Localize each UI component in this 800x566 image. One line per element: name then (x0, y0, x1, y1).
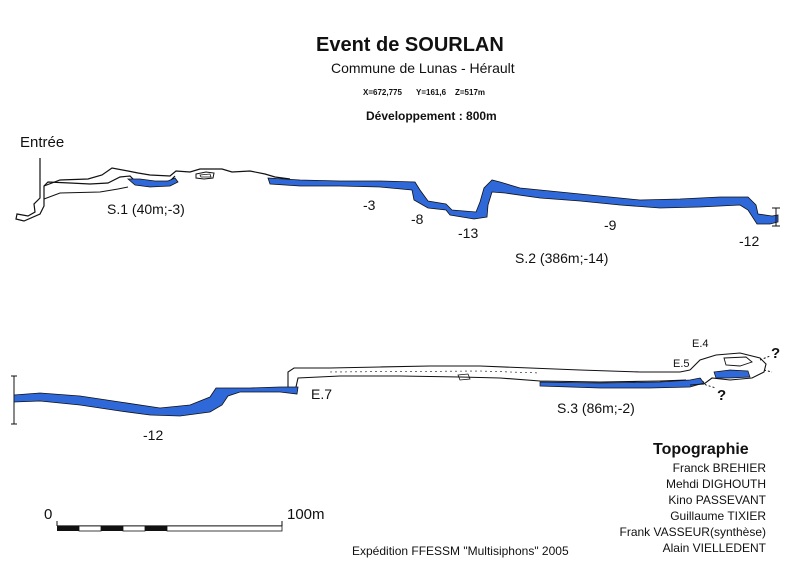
entry-e7-label: E.7 (311, 386, 333, 402)
sump-s1-label: S.1 (40m;-3) (107, 201, 185, 217)
development-length: Développement : 800m (366, 109, 497, 123)
pillar-loop-2 (199, 173, 212, 178)
credit-name: Frank VASSEUR(synthèse) (619, 525, 767, 539)
map-subtitle: Commune de Lunas - Hérault (331, 60, 515, 76)
lower-section (11, 352, 773, 425)
terminal-sump (713, 369, 751, 379)
credit-name: Alain VIELLEDENT (662, 541, 766, 555)
credits-heading: Topographie (653, 441, 749, 458)
credit-name: Franck BREHIER (672, 461, 766, 475)
sump-lower (13, 386, 299, 417)
terminal-loop (723, 356, 753, 367)
credit-name: Guillaume TIXIER (670, 509, 766, 523)
entry-e4-label: E.4 (692, 338, 709, 350)
coord-y: Y=161,6 (416, 88, 447, 97)
dry-gallery-e7 (287, 365, 691, 388)
entrance-label: Entrée (20, 134, 65, 151)
coord-x: X=672,775 (363, 88, 402, 97)
entry-e5-label: E.5 (673, 358, 690, 370)
credit-name: Mehdi DIGHOUTH (665, 477, 766, 491)
depth-minus3: -3 (363, 197, 376, 213)
sump-s3 (539, 377, 705, 389)
depth-minus8: -8 (411, 211, 424, 227)
sump-s1 (126, 177, 179, 188)
unknown-continuation-2: ? (717, 387, 727, 404)
terminal-dashes (759, 355, 773, 373)
dry-gallery-roof (43, 167, 291, 187)
depth-minus12-lower: -12 (143, 427, 164, 443)
map-title: Event de SOURLAN (316, 34, 504, 56)
gallery-wall-dashes (329, 370, 541, 374)
depth-minus12-upper: -12 (739, 233, 760, 249)
sump-s2-label: S.2 (386m;-14) (515, 250, 609, 266)
upper-section (15, 158, 780, 227)
scale-max-label: 100m (287, 506, 325, 523)
upper-end-bracket (772, 207, 780, 227)
unknown-continuation-1: ? (771, 345, 781, 362)
sump-s2 (267, 177, 779, 225)
depth-minus13: -13 (458, 225, 479, 241)
depth-minus9: -9 (604, 217, 617, 233)
credit-name: Kino PASSEVANT (668, 493, 766, 507)
expedition-footer: Expédition FFESSM "Multisiphons" 2005 (352, 544, 569, 558)
scale-bar (56, 521, 283, 532)
pillar-loop (195, 171, 215, 180)
terminal-chamber (689, 352, 767, 386)
pillar-lower (457, 373, 471, 381)
sump-s3-label: S.3 (86m;-2) (557, 400, 635, 416)
e5-passage (699, 377, 717, 389)
dry-gallery-floor (43, 186, 129, 200)
coord-z: Z=517m (455, 88, 486, 97)
scale-zero-label: 0 (44, 506, 53, 523)
